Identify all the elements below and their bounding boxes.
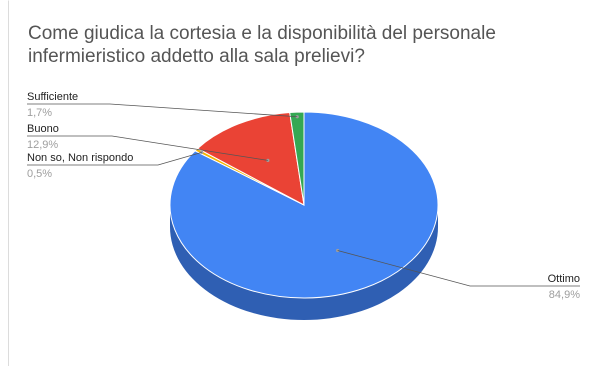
pie-leader-lines — [27, 103, 580, 287]
pie-side-ottimo — [170, 205, 438, 320]
label-non-so-non-rispondo: Non so, Non rispondo — [27, 152, 133, 164]
value-label-buono: 12,9% — [27, 139, 58, 151]
chart-frame — [8, 0, 596, 366]
pie-slice-sufficiente[interactable] — [289, 111, 305, 206]
leader-line-buono — [27, 135, 268, 161]
value-label-sufficiente: 1,7% — [27, 107, 52, 119]
label-ottimo: Ottimo — [548, 273, 580, 285]
value-label-ottimo: 84,9% — [549, 289, 580, 301]
label-buono: Buono — [27, 123, 59, 135]
pie-sides — [170, 205, 438, 320]
leader-line-non-so-non-rispondo — [27, 152, 202, 166]
value-label-non-so-non-rispondo: 0,5% — [27, 168, 52, 180]
pie-slice-buono[interactable] — [196, 111, 305, 206]
chart-title: Come giudica la cortesia e la disponibil… — [28, 23, 496, 67]
leader-line-ottimo — [337, 250, 580, 287]
leader-line-sufficiente — [27, 103, 298, 118]
pie-slices — [169, 111, 439, 299]
label-sufficiente: Sufficiente — [27, 91, 78, 103]
pie-labels: Ottimo 84,9% Non so, Non rispondo 0,5% Buono… — [27, 91, 580, 301]
